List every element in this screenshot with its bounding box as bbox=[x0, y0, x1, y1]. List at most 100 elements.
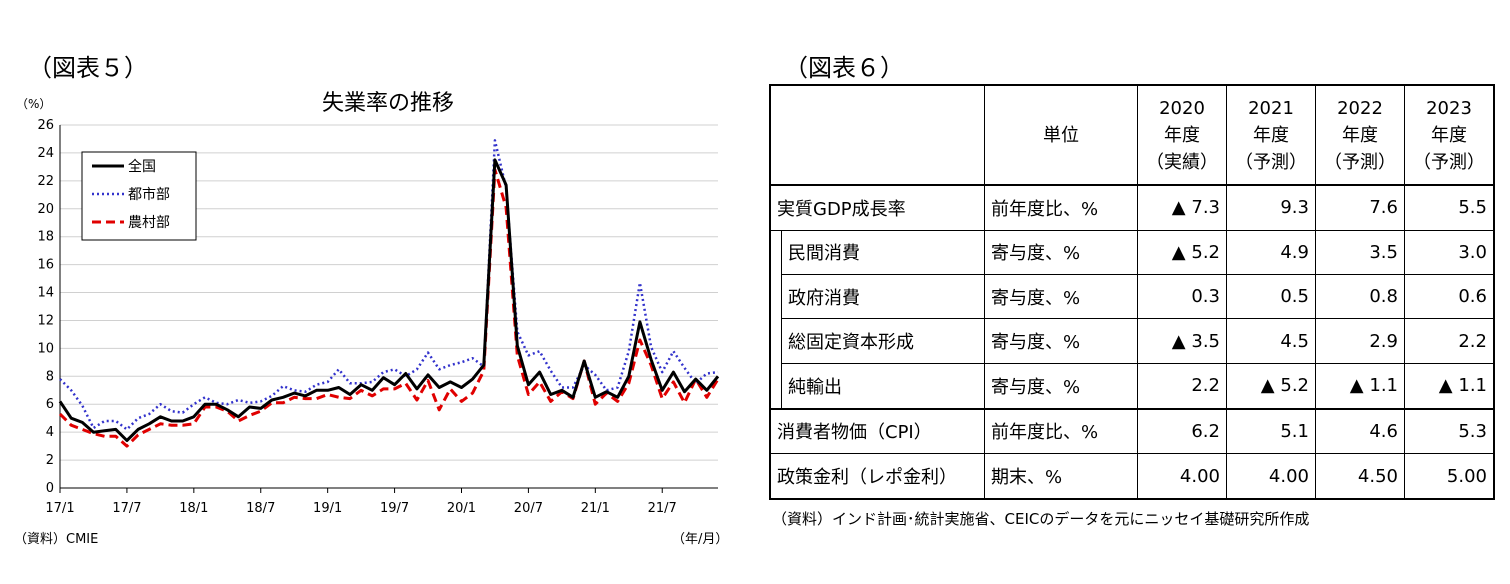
chart-title: 失業率の推移 bbox=[322, 91, 454, 116]
y-tick-label: 14 bbox=[37, 286, 54, 301]
y-tick-label: 10 bbox=[37, 341, 54, 356]
row-value: 7.6 bbox=[1315, 184, 1405, 231]
header-year-year: 2020 bbox=[1159, 97, 1205, 119]
row-unit: 前年度比、% bbox=[984, 184, 1138, 231]
table-row: 政策金利（レポ金利） 期末、% 4.00 4.00 4.50 5.00 bbox=[769, 453, 1495, 500]
y-tick-label: 26 bbox=[37, 118, 54, 133]
header-year-kind: （予測） bbox=[1413, 151, 1485, 173]
row-value: 5.3 bbox=[1404, 408, 1495, 455]
figure-6-label: （図表６） bbox=[784, 54, 904, 82]
table-row: 実質GDP成長率 前年度比、% ▲ 7.3 9.3 7.6 5.5 bbox=[769, 184, 1495, 231]
row-value: 4.00 bbox=[1137, 453, 1227, 500]
header-year-cell: 2021 年度 （予測） bbox=[1226, 84, 1316, 186]
row-value: 2.2 bbox=[1404, 318, 1495, 364]
row-value: ▲ 3.5 bbox=[1137, 318, 1227, 364]
row-value: 4.9 bbox=[1226, 229, 1316, 276]
row-value: 0.5 bbox=[1226, 274, 1316, 320]
header-year-suffix: 年度 bbox=[1342, 124, 1378, 146]
header-year-cell: 2022 年度 （予測） bbox=[1315, 84, 1405, 186]
row-label: 純輸出 bbox=[781, 362, 985, 410]
header-year-suffix: 年度 bbox=[1431, 124, 1467, 146]
row-value: 2.9 bbox=[1315, 318, 1405, 364]
row-value: ▲ 5.2 bbox=[1137, 229, 1227, 276]
row-value: 6.2 bbox=[1137, 408, 1227, 455]
row-value: 4.5 bbox=[1226, 318, 1316, 364]
x-tick-label: 17/1 bbox=[45, 501, 74, 516]
series-lines bbox=[58, 139, 720, 448]
table-row: 純輸出 寄与度、% 2.2 ▲ 5.2 ▲ 1.1 ▲ 1.1 bbox=[769, 362, 1495, 410]
series-line-2 bbox=[58, 168, 720, 448]
table-row: 民間消費 寄与度、% ▲ 5.2 4.9 3.5 3.0 bbox=[769, 229, 1495, 276]
left-source-note: （資料）CMIE bbox=[14, 532, 99, 547]
row-value: 0.8 bbox=[1315, 274, 1405, 320]
row-value: ▲ 1.1 bbox=[1315, 362, 1405, 410]
header-year-cell: 2023 年度 （予測） bbox=[1404, 84, 1495, 186]
table-row: 政府消費 寄与度、% 0.3 0.5 0.8 0.6 bbox=[769, 274, 1495, 320]
y-tick-label: 4 bbox=[46, 425, 54, 440]
table-header-row: 単位 2020 年度 （実績） 2021 年度 （予測） 2022 年度 （予測） 2023 年度 （予… bbox=[769, 84, 1495, 186]
row-label: 民間消費 bbox=[781, 229, 985, 276]
row-value: 5.5 bbox=[1404, 184, 1495, 231]
indent-cell bbox=[769, 318, 782, 364]
indent-cell bbox=[769, 230, 782, 275]
row-value: 9.3 bbox=[1226, 184, 1316, 231]
header-year-suffix: 年度 bbox=[1253, 124, 1289, 146]
y-tick-label: 8 bbox=[46, 369, 54, 384]
x-tick-label: 19/7 bbox=[380, 501, 409, 516]
row-value: 3.5 bbox=[1315, 229, 1405, 276]
row-label: 政府消費 bbox=[781, 274, 985, 320]
row-unit: 寄与度、% bbox=[984, 318, 1138, 364]
header-year-cell: 2020 年度 （実績） bbox=[1137, 84, 1227, 186]
series-line-1 bbox=[59, 139, 719, 431]
row-value: 0.6 bbox=[1404, 274, 1495, 320]
x-tick-label: 21/7 bbox=[648, 501, 677, 516]
row-value: 3.0 bbox=[1404, 229, 1495, 276]
header-year-year: 2022 bbox=[1337, 97, 1383, 119]
y-axis-label: （%） bbox=[16, 97, 51, 111]
y-tick-label: 20 bbox=[37, 202, 54, 217]
row-value: 4.50 bbox=[1315, 453, 1405, 500]
indent-cell bbox=[769, 363, 782, 409]
right-source-note: （資料）インド計画･統計実施省、CEICのデータを元にニッセイ基礎研究所作成 bbox=[772, 510, 1310, 528]
row-value: ▲ 7.3 bbox=[1137, 184, 1227, 231]
forecast-table: 単位 2020 年度 （実績） 2021 年度 （予測） 2022 年度 （予測） 2023 年度 （予… bbox=[769, 84, 1495, 500]
row-label: 総固定資本形成 bbox=[781, 318, 985, 364]
header-year-kind: （予測） bbox=[1235, 151, 1307, 173]
row-unit: 寄与度、% bbox=[984, 362, 1138, 410]
row-unit: 期末、% bbox=[984, 453, 1138, 500]
y-tick-label: 6 bbox=[46, 397, 54, 412]
y-tick-label: 16 bbox=[37, 258, 54, 273]
y-tick-label: 2 bbox=[46, 453, 54, 468]
legend-label: 農村部 bbox=[128, 215, 170, 231]
row-value: ▲ 1.1 bbox=[1404, 362, 1495, 410]
row-unit: 寄与度、% bbox=[984, 274, 1138, 320]
x-axis-unit-note: （年/月） bbox=[672, 532, 729, 547]
row-value: 4.6 bbox=[1315, 408, 1405, 455]
table-row: 総固定資本形成 寄与度、% ▲ 3.5 4.5 2.9 2.2 bbox=[769, 318, 1495, 364]
header-blank-cell bbox=[769, 84, 985, 186]
x-tick-label: 18/7 bbox=[246, 501, 275, 516]
header-year-suffix: 年度 bbox=[1164, 124, 1200, 146]
row-label: 消費者物価（CPI） bbox=[769, 408, 985, 455]
x-tick-label: 20/1 bbox=[447, 501, 476, 516]
header-year-kind: （実績） bbox=[1146, 151, 1218, 173]
y-tick-label: 12 bbox=[37, 313, 54, 328]
row-value: 5.00 bbox=[1404, 453, 1495, 500]
header-year-year: 2021 bbox=[1248, 97, 1294, 119]
indent-cell bbox=[769, 274, 782, 319]
row-value: 5.1 bbox=[1226, 408, 1316, 455]
x-tick-label: 18/1 bbox=[179, 501, 208, 516]
y-tick-label: 18 bbox=[37, 230, 54, 245]
row-value: ▲ 5.2 bbox=[1226, 362, 1316, 410]
row-label: 政策金利（レポ金利） bbox=[769, 453, 985, 500]
row-value: 0.3 bbox=[1137, 274, 1227, 320]
header-unit-cell: 単位 bbox=[984, 84, 1138, 186]
header-year-year: 2023 bbox=[1426, 97, 1472, 119]
series-line-0 bbox=[58, 158, 720, 442]
x-tick-label: 19/1 bbox=[313, 501, 342, 516]
x-tick-labels: 17/1 17/7 18/1 18/7 19/1 19/7 20/1 20/7 21/1 21/7 bbox=[45, 488, 677, 516]
figure-5-label: （図表５） bbox=[28, 54, 148, 82]
